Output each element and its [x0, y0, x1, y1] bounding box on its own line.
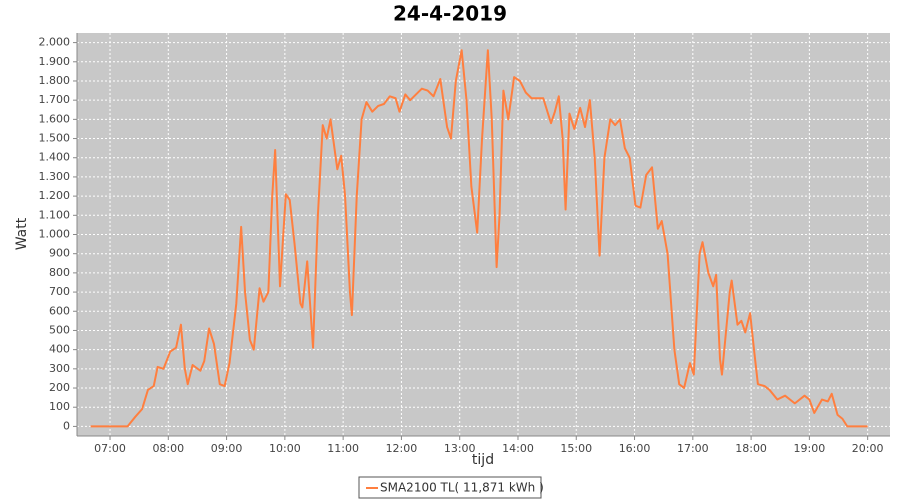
x-tick-label: 07:00: [94, 442, 126, 455]
x-tick-label: 10:00: [269, 442, 301, 455]
y-tick-label: 500: [49, 323, 70, 336]
y-tick-label: 1.700: [39, 93, 71, 106]
y-tick-label: 1.400: [39, 151, 71, 164]
legend: SMA2100 TL( 11,871 kWh ): [358, 476, 544, 499]
x-tick-label: 16:00: [619, 442, 651, 455]
x-tick-label: 09:00: [211, 442, 243, 455]
y-tick-label: 0: [63, 419, 70, 432]
chart-title: 24-4-2019: [393, 2, 507, 26]
y-tick-label: 300: [49, 362, 70, 375]
x-tick-label: 13:00: [444, 442, 476, 455]
y-tick-label: 1.000: [39, 228, 71, 241]
y-tick-label: 400: [49, 343, 70, 356]
y-tick-label: 600: [49, 304, 70, 317]
y-tick-label: 1.900: [39, 55, 71, 68]
y-tick-label: 2.000: [39, 36, 71, 49]
y-axis-label: Watt: [14, 217, 30, 250]
y-tick-label: 700: [49, 285, 70, 298]
y-tick-label: 1.100: [39, 208, 71, 221]
legend-label: SMA2100 TL( 11,871 kWh ): [380, 481, 544, 495]
y-tick-label: 1.800: [39, 74, 71, 87]
x-tick-label: 20:00: [852, 442, 884, 455]
x-tick-label: 19:00: [794, 442, 826, 455]
y-tick-label: 1.500: [39, 132, 71, 145]
x-tick-label: 14:00: [502, 442, 534, 455]
y-tick-label: 800: [49, 266, 70, 279]
y-tick-label: 1.600: [39, 112, 71, 125]
y-tick-label: 200: [49, 381, 70, 394]
y-tick-label: 100: [49, 400, 70, 413]
x-tick-label: 08:00: [152, 442, 184, 455]
series-line: [90, 49, 868, 428]
legend-box: [358, 476, 542, 499]
x-tick-label: 17:00: [677, 442, 709, 455]
x-tick-label: 11:00: [327, 442, 359, 455]
y-tick-label: 1.300: [39, 170, 71, 183]
x-axis-label: tijd: [472, 452, 494, 468]
x-tick-label: 15:00: [560, 442, 592, 455]
x-tick-label: 12:00: [386, 442, 418, 455]
y-tick-label: 1.200: [39, 189, 71, 202]
y-tick-label: 900: [49, 247, 70, 260]
x-tick-label: 18:00: [735, 442, 767, 455]
